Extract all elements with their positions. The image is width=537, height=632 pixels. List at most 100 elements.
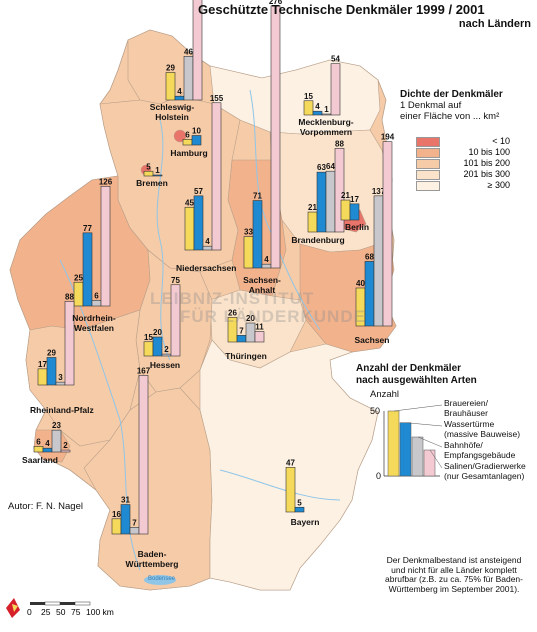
state-bar-value: 137 bbox=[372, 187, 386, 196]
state-bar bbox=[184, 206, 195, 251]
state-bar-value: 6 bbox=[36, 437, 41, 446]
state-bar bbox=[33, 445, 44, 453]
state-bar bbox=[37, 368, 48, 386]
state-label: Sachsen bbox=[354, 335, 390, 345]
state-bar-value: 75 bbox=[171, 276, 180, 285]
state-bar-value: 15 bbox=[144, 333, 153, 342]
state-bar-value: 2 bbox=[63, 441, 68, 450]
state-label: Thüringen bbox=[225, 351, 267, 361]
state-bar-value: 5 bbox=[146, 162, 151, 171]
state-bar-value: 6 bbox=[94, 291, 99, 300]
state-label: Baden- Württemberg bbox=[125, 549, 179, 569]
state-bar-value: 29 bbox=[47, 348, 56, 357]
region-bayern bbox=[199, 339, 379, 591]
inset-leader-line bbox=[417, 436, 443, 448]
inset-label-text: Brauereien/ Brauhäuser bbox=[444, 398, 488, 418]
state-label: Hessen bbox=[149, 360, 181, 370]
scale-bar bbox=[30, 601, 91, 606]
state-bar bbox=[51, 429, 62, 453]
state-bar-value: 7 bbox=[132, 518, 137, 527]
legend-swatch bbox=[416, 137, 440, 147]
inset-y-tick: 50 bbox=[370, 406, 381, 416]
state-bar-value: 4 bbox=[264, 255, 269, 264]
legend-subtitle: einer Fläche von ... km² bbox=[400, 111, 500, 122]
state-bar-value: 54 bbox=[331, 55, 340, 64]
state-bar bbox=[364, 261, 375, 327]
state-bar-value: 33 bbox=[244, 228, 253, 237]
state-bar-value: 77 bbox=[83, 224, 92, 233]
legend-label: < 10 bbox=[492, 136, 510, 146]
legend-item: 10 bis 100 bbox=[416, 147, 524, 159]
state-bar bbox=[191, 135, 202, 146]
lake-label: Bodensee bbox=[148, 576, 176, 582]
state-bar bbox=[120, 504, 131, 535]
watermark-line: LEIBNIZ-INSTITUT bbox=[150, 289, 315, 308]
state-bar-value: 7 bbox=[239, 326, 244, 335]
watermark-line: FÜR LÄNDERKUNDE bbox=[180, 307, 366, 326]
state-bar-value: 6 bbox=[185, 130, 190, 139]
state-bar-value: 47 bbox=[286, 458, 295, 467]
legend-swatch bbox=[416, 170, 440, 180]
state-bar bbox=[170, 284, 181, 357]
state-bar-value: 26 bbox=[228, 308, 237, 317]
inset-label-text: Wassertürme (massive Bauweise) bbox=[444, 419, 521, 439]
state-bar bbox=[55, 381, 66, 386]
legend-swatch bbox=[416, 148, 440, 158]
state-bar bbox=[340, 199, 351, 221]
legend-swatch bbox=[416, 159, 440, 169]
legend-item: 201 bis 300 bbox=[416, 169, 524, 181]
legend-item: < 10 bbox=[416, 136, 524, 148]
state-bar bbox=[227, 316, 238, 343]
state-bar bbox=[183, 55, 194, 101]
inset-label-text: Salinen/Gradierwerke (nur Gesamtanlagen) bbox=[444, 461, 526, 481]
state-bar-value: 45 bbox=[185, 198, 194, 207]
state-bar bbox=[382, 141, 393, 327]
state-bar-value: 71 bbox=[253, 192, 262, 201]
state-bar-value: 4 bbox=[45, 439, 50, 448]
state-bar-value: 15 bbox=[304, 92, 313, 101]
state-bar bbox=[254, 331, 265, 343]
state-bar-value: 11 bbox=[255, 323, 264, 332]
state-bar bbox=[161, 353, 172, 357]
state-bar bbox=[321, 113, 332, 116]
state-bar bbox=[152, 174, 163, 177]
lake-bodensee bbox=[144, 575, 176, 585]
state-bar-value: 155 bbox=[210, 94, 224, 103]
watermark: LEIBNIZ-INSTITUT FÜR LÄNDERKUNDE bbox=[150, 290, 366, 326]
legend-item: 101 bis 200 bbox=[416, 158, 524, 170]
state-bar bbox=[82, 232, 93, 307]
author-credit: Autor: F. N. Nagel bbox=[8, 501, 83, 512]
state-bar-value: 20 bbox=[153, 328, 162, 337]
state-bar-value: 21 bbox=[341, 191, 350, 200]
inset-label: Salinen/Gradierwerke (nur Gesamtanlagen) bbox=[444, 461, 526, 481]
state-bar bbox=[330, 63, 341, 116]
inset-bar bbox=[411, 436, 424, 477]
state-bar-value: 40 bbox=[356, 279, 365, 288]
inset-title: Anzahl der Denkmäler bbox=[356, 363, 462, 374]
inset-label: Wassertürme (massive Bauweise) bbox=[444, 419, 520, 439]
page-subtitle: nach Ländern bbox=[458, 18, 531, 30]
state-bar bbox=[202, 245, 213, 251]
state-bar-value: 63 bbox=[317, 163, 326, 172]
state-bar-value: 4 bbox=[315, 102, 320, 111]
state-bar-value: 46 bbox=[184, 47, 193, 56]
legend-subtitle: 1 Denkmal auf bbox=[400, 100, 462, 111]
state-bar bbox=[270, 5, 281, 269]
state-bar bbox=[111, 518, 122, 535]
state-bar bbox=[252, 200, 263, 269]
state-bar bbox=[182, 139, 193, 146]
inset-label-text: Bahnhöfe/ Empfangsgebäude bbox=[444, 440, 516, 460]
state-bar-value: 3 bbox=[58, 373, 63, 382]
state-label: Sachsen- Anhalt bbox=[243, 275, 281, 295]
state-bar bbox=[60, 449, 71, 453]
state-label: Bremen bbox=[136, 178, 168, 188]
state-bar-value: 1 bbox=[155, 166, 160, 175]
state-label: Rheinland-Pfalz bbox=[30, 405, 94, 415]
state-bar bbox=[285, 467, 296, 513]
state-bar bbox=[349, 203, 360, 221]
state-bar-value: 57 bbox=[194, 187, 203, 196]
state-bar-value: 64 bbox=[326, 162, 335, 171]
publisher-logo bbox=[6, 598, 20, 618]
legend-label: 201 bis 300 bbox=[463, 169, 510, 179]
